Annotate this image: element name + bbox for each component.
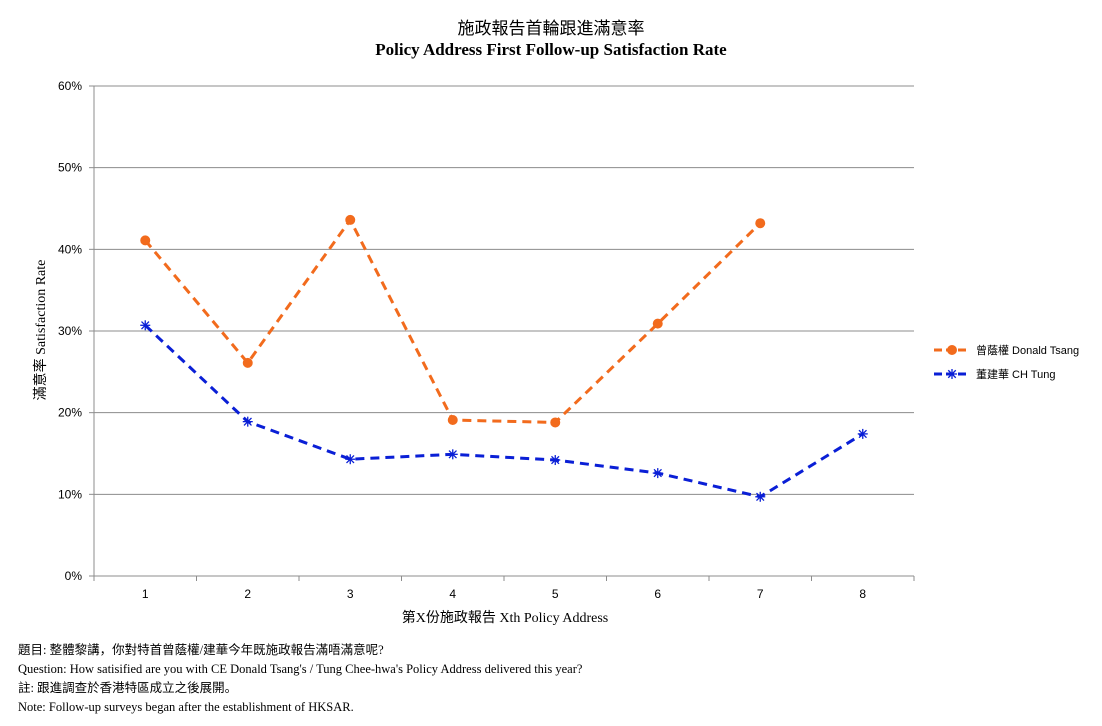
- data-point-0: [755, 218, 766, 229]
- data-point-0: [550, 417, 561, 428]
- chart-title: 施政報告首輪跟進滿意率: [457, 19, 645, 39]
- data-point-0: [652, 318, 663, 329]
- data-point-1: [345, 454, 356, 465]
- data-point-1: [755, 491, 766, 502]
- data-point-0: [345, 214, 356, 225]
- y-tick-label: 20%: [58, 406, 82, 420]
- y-tick-labels: 0% 10% 20% 30% 40% 50% 60%: [58, 79, 82, 583]
- chart-subtitle: Policy Address First Follow-up Satisfact…: [375, 40, 727, 59]
- x-tick-label: 7: [757, 587, 764, 601]
- x-tick-label: 3: [347, 587, 354, 601]
- data-point-1: [242, 416, 253, 427]
- x-tick-label: 6: [654, 587, 661, 601]
- y-tick-label: 10%: [58, 487, 82, 501]
- y-tick-label: 60%: [58, 79, 82, 93]
- series-line-0: [144, 218, 762, 424]
- series-line-1: [144, 324, 864, 499]
- legend-label-0: 曾蔭權 Donald Tsang: [976, 343, 1079, 357]
- x-tick-labels: 1 2 3 4 5 6 7 8: [142, 587, 867, 601]
- legend-marker-1: [947, 369, 957, 379]
- footnotes: 題目: 整體黎講，你對特首曾蔭權/建華今年既施政報告滿唔滿意呢? Questio…: [18, 641, 582, 717]
- question-zh: 題目: 整體黎講，你對特首曾蔭權/建華今年既施政報告滿唔滿意呢?: [18, 643, 384, 657]
- x-tick-label: 5: [552, 587, 559, 601]
- series-layer: [140, 214, 868, 502]
- data-point-0: [447, 415, 458, 426]
- data-point-1: [550, 455, 561, 466]
- y-tick-label: 0%: [65, 569, 83, 583]
- note-en: Note: Follow-up surveys began after the …: [18, 700, 354, 714]
- data-point-1: [857, 428, 868, 439]
- x-axis-label: 第X份施政報告 Xth Policy Address: [402, 609, 609, 626]
- y-tick-label: 40%: [58, 242, 82, 256]
- note-zh: 註: 跟進調查於香港特區成立之後展開。: [18, 681, 238, 695]
- legend: 曾蔭權 Donald Tsang 董建華 CH Tung: [934, 343, 1079, 381]
- data-point-0: [242, 357, 253, 368]
- x-tick-label: 2: [244, 587, 251, 601]
- line-chart: 0% 10% 20% 30% 40% 50% 60% 1 2 3 4 5 6 7 8 第X份施政報告 Xt…: [32, 79, 1079, 626]
- x-tick-label: 4: [449, 587, 456, 601]
- axes: [89, 85, 915, 581]
- x-tick-label: 1: [142, 587, 149, 601]
- y-tick-label: 50%: [58, 161, 82, 175]
- x-tick-label: 8: [859, 587, 866, 601]
- question-en: Question: How satisified are you with CE…: [18, 662, 583, 676]
- y-tick-label: 30%: [58, 324, 82, 338]
- gridlines: [94, 85, 914, 495]
- legend-label-1: 董建華 CH Tung: [976, 367, 1055, 381]
- data-point-1: [447, 449, 458, 460]
- data-point-1: [140, 320, 151, 331]
- y-axis-label: 滿意率 Satisfaction Rate: [32, 260, 49, 401]
- legend-marker-0: [947, 345, 957, 355]
- data-point-1: [652, 468, 663, 479]
- data-point-0: [140, 235, 151, 246]
